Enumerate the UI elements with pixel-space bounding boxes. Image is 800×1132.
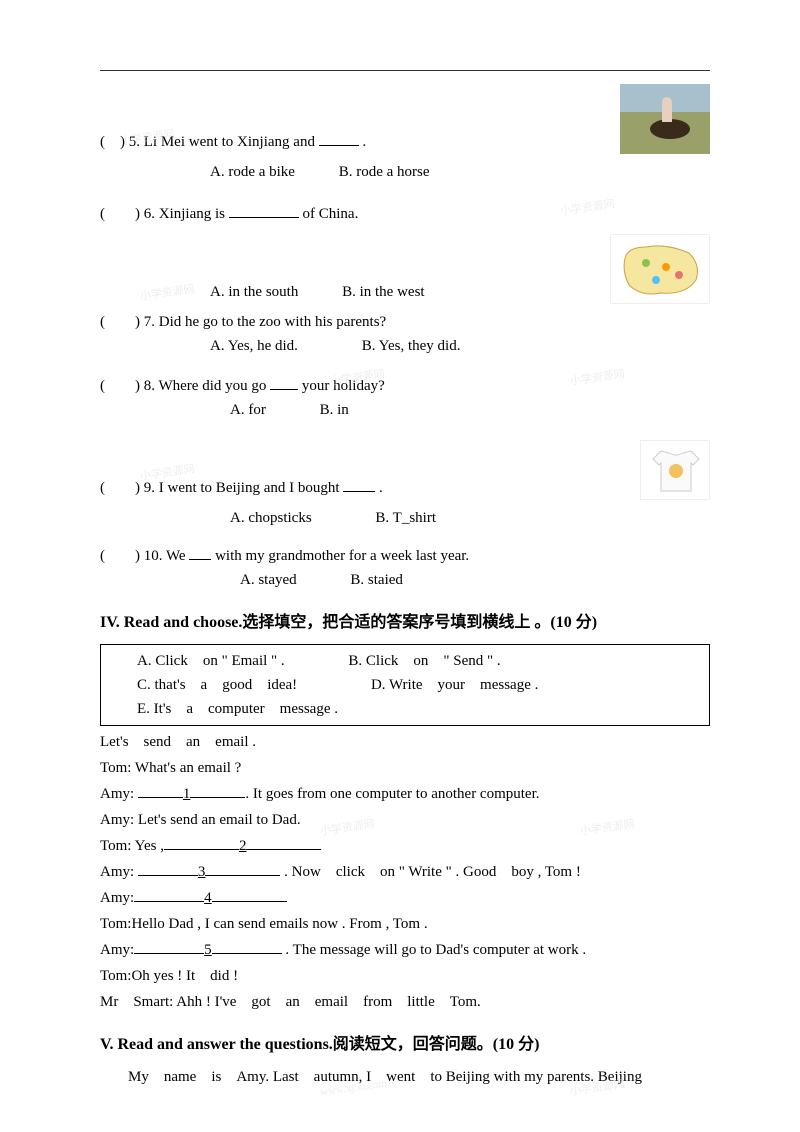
question-6: ( ) 6. Xinjiang is of China. [100,202,710,226]
q6-text: ( ) 6. Xinjiang is [100,206,229,222]
blank-4b[interactable] [212,888,287,902]
dialog-line: Mr Smart: Ahh ! I've got an email from l… [100,990,710,1014]
q9-blank[interactable] [343,478,375,492]
q8-after: your holiday? [302,378,385,394]
q10-text: ( ) 10. We [100,548,189,564]
q10-options: A. stayed B. staied [240,568,710,592]
box-opt-d: D. Write your message . [371,677,538,693]
box-opt-a: A. Click on " Email " . [137,653,285,669]
q10-after: with my grandmother for a week last year… [215,548,469,564]
q9-after: . [379,480,383,496]
blank-num: 3 [198,864,206,880]
q8-options: A. for B. in [230,398,710,422]
blank-4a[interactable] [134,888,204,902]
map-icon [611,235,711,305]
q8-text: ( ) 8. Where did you go [100,378,270,394]
question-9: ( ) 9. I went to Beijing and I bought . [100,436,710,500]
section-4-title: IV. Read and choose.选择填空，把合适的答案序号填到横线上 。… [100,610,710,636]
blank-3b[interactable] [205,862,280,876]
section-5-title: V. Read and answer the questions.阅读短文，回答… [100,1032,710,1058]
q9-opt-b[interactable]: B. T_shirt [375,510,436,526]
dialog-text: Amy: [100,864,138,880]
dialog-text: . It goes from one computer to another c… [245,786,539,802]
q10-opt-b[interactable]: B. staied [350,572,403,588]
q7-opt-b[interactable]: B. Yes, they did. [362,338,461,354]
q5-text: ( ) 5. Li Mei went to Xinjiang and [100,134,319,150]
question-8: ( ) 8. Where did you go your holiday? [100,374,710,398]
horse-image [620,84,710,154]
q5-options: A. rode a bike B. rode a horse [210,160,710,184]
dialog-line: Tom:Oh yes ! It did ! [100,964,710,988]
dialog-text: Amy: [100,890,134,906]
question-10: ( ) 10. We with my grandmother for a wee… [100,544,710,568]
tshirt-icon [641,441,711,501]
q9-text: ( ) 9. I went to Beijing and I bought [100,480,343,496]
dialog-line: Amy: 1 . It goes from one computer to ano… [100,782,710,806]
q9-options: A. chopsticks B. T_shirt [230,506,710,530]
q6-after: of China. [303,206,359,222]
blank-1b[interactable] [190,784,245,798]
dialog-line: Amy: 3 . Now click on " Write " . Good b… [100,860,710,884]
china-map-image [610,234,710,304]
dialog-line: Amy: Let's send an email to Dad. [100,808,710,832]
q10-opt-a[interactable]: A. stayed [240,572,297,588]
dialog-text: Amy: [100,786,138,802]
top-divider [100,70,710,71]
blank-1a[interactable] [138,784,183,798]
q7-opt-a[interactable]: A. Yes, he did. [210,338,298,354]
q7-options: A. Yes, he did. B. Yes, they did. [210,334,710,358]
box-opt-c: C. that's a good idea! [137,677,297,693]
q5-blank[interactable] [319,132,359,146]
question-7: ( ) 7. Did he go to the zoo with his par… [100,310,710,334]
dialog-line: Tom:Hello Dad , I can send emails now . … [100,912,710,936]
dialog-line: Tom: What's an email ? [100,756,710,780]
blank-2b[interactable] [246,836,321,850]
section-5-para: My name is Amy. Last autumn, I went to B… [100,1065,710,1089]
dialog-section: Let's send an email . Tom: What's an ema… [100,730,710,1014]
choice-box: A. Click on " Email " . B. Click on " Se… [100,644,710,726]
dialog-line: Let's send an email . [100,730,710,754]
blank-3a[interactable] [138,862,198,876]
blank-num: 1 [183,786,191,802]
box-opt-e: E. It's a computer message . [137,701,338,717]
q6-opt-a[interactable]: A. in the south [210,284,298,300]
tshirt-image [640,440,710,500]
blank-5a[interactable] [134,940,204,954]
q10-blank[interactable] [189,546,211,560]
dialog-line: Amy: 4 [100,886,710,910]
dialog-line: Amy: 5 . The message will go to Dad's com… [100,938,710,962]
box-opt-b: B. Click on " Send " . [348,653,500,669]
q5-period: . [362,134,366,150]
dialog-text: . Now click on " Write " . Good boy , To… [280,864,580,880]
q5-opt-b[interactable]: B. rode a horse [339,164,430,180]
q7-text: ( ) 7. Did he go to the zoo with his par… [100,314,386,330]
q8-opt-b[interactable]: B. in [320,402,349,418]
dialog-text: Amy: [100,942,134,958]
q9-opt-a[interactable]: A. chopsticks [230,510,312,526]
blank-num: 4 [204,890,212,906]
q8-opt-a[interactable]: A. for [230,402,266,418]
dialog-text: . The message will go to Dad's computer … [282,942,586,958]
q6-blank[interactable] [229,204,299,218]
blank-2a[interactable] [164,836,239,850]
dialog-line: Tom: Yes , 2 [100,834,710,858]
blank-5b[interactable] [212,940,282,954]
q8-blank[interactable] [270,376,298,390]
horse-icon [620,84,710,154]
question-5: ( ) 5. Li Mei went to Xinjiang and . [100,80,710,154]
blank-num: 2 [239,838,247,854]
dialog-text: Tom: Yes , [100,838,164,854]
blank-num: 5 [204,942,212,958]
q5-opt-a[interactable]: A. rode a bike [210,164,295,180]
q6-opt-b[interactable]: B. in the west [342,284,425,300]
